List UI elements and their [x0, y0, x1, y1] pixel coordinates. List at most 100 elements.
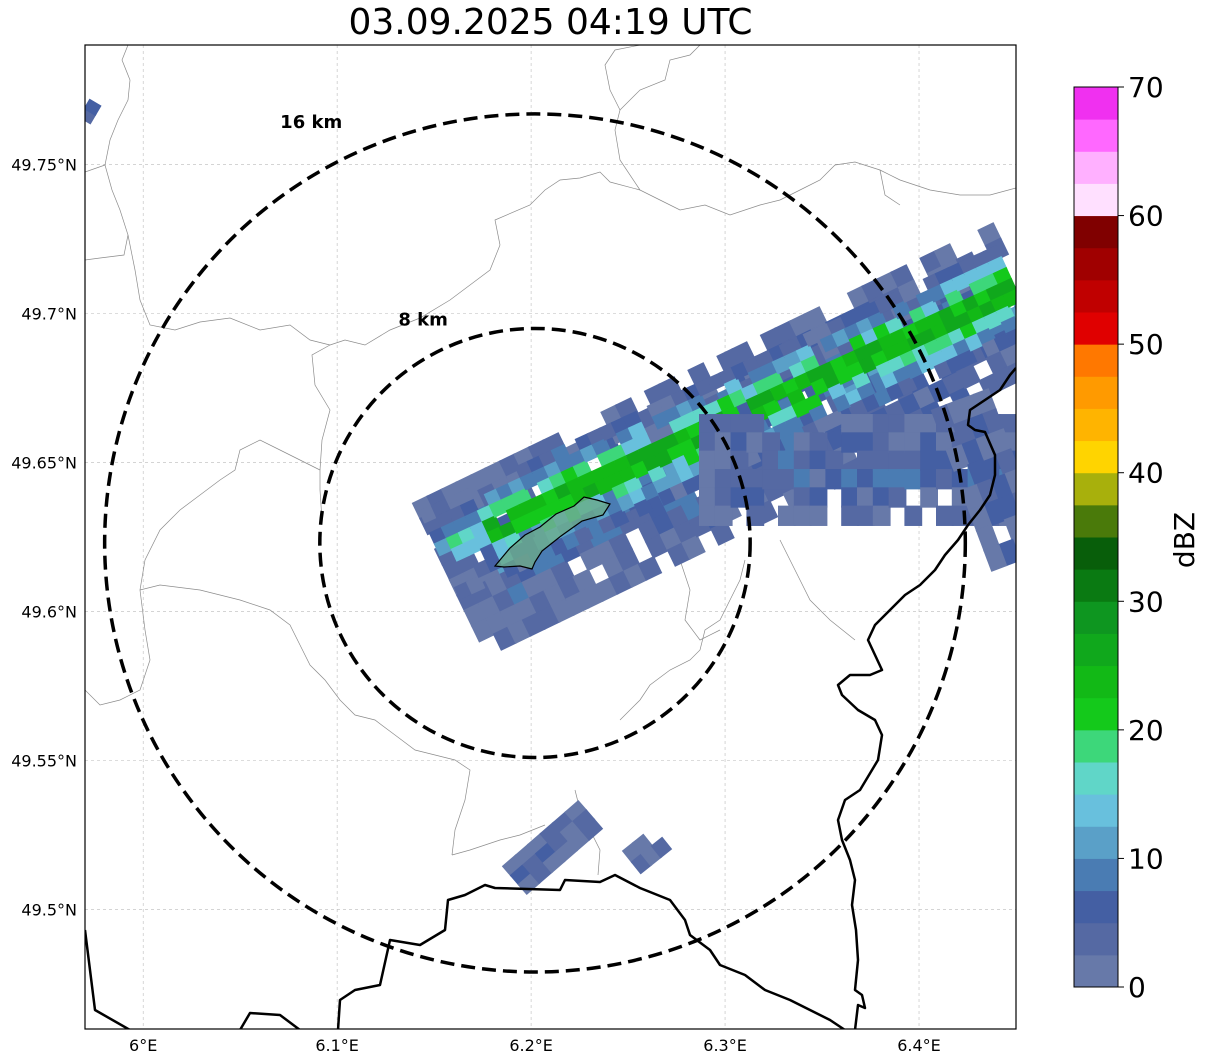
- radar-cell: [710, 520, 735, 546]
- range-rings: [102, 112, 968, 974]
- radar-cell: [825, 450, 844, 471]
- x-tick-label: 6.3°E: [703, 1036, 747, 1055]
- radar-cell: [573, 525, 594, 545]
- radar-cell: [999, 343, 1016, 369]
- radar-cell: [888, 469, 907, 490]
- radar-cell: [857, 450, 875, 471]
- radar-cell: [872, 469, 891, 490]
- radar-cell: [872, 432, 891, 453]
- range-ring-labels: 8 km 16 km: [280, 112, 448, 330]
- radar-cell: [762, 432, 780, 453]
- radar-cell: [983, 543, 1008, 572]
- colorbar-band: [1074, 794, 1118, 827]
- radar-cell: [809, 450, 828, 471]
- radar-cell: [681, 534, 706, 560]
- colorbar-bands: [1074, 87, 1118, 988]
- radar-cell: [793, 487, 812, 508]
- colorbar-band: [1074, 119, 1118, 152]
- admin-boundary-line: [779, 539, 856, 641]
- colorbar-band: [1074, 472, 1118, 506]
- radar-cell: [888, 487, 907, 508]
- admin-boundary-line: [85, 439, 323, 706]
- radar-cell: [825, 469, 844, 490]
- radar-cell: [714, 450, 733, 471]
- radar-cell: [580, 818, 604, 841]
- x-tick-label: 6°E: [129, 1036, 157, 1055]
- colorbar-band: [1074, 376, 1118, 409]
- country-border-line: [85, 929, 131, 1029]
- radar-cell: [640, 844, 663, 867]
- radar-cell: [714, 487, 733, 508]
- radar-cell: [730, 414, 749, 435]
- radar-cell: [872, 414, 891, 435]
- radar-cell: [637, 555, 663, 581]
- admin-boundary-line: [619, 45, 701, 111]
- radar-cell: [699, 487, 717, 508]
- radar-cell: [762, 450, 780, 471]
- radar-cell: [930, 403, 955, 432]
- colorbar-band: [1074, 729, 1118, 763]
- radar-cell: [825, 409, 846, 429]
- radar-cell: [793, 432, 812, 453]
- radar-cell: [975, 523, 1000, 552]
- admin-boundary-line: [329, 244, 501, 346]
- radar-cell: [1007, 358, 1016, 384]
- colorbar-band: [1074, 858, 1118, 892]
- radar-cell: [904, 432, 923, 453]
- colorbar-band: [1074, 762, 1118, 795]
- radar-cell: [872, 450, 891, 471]
- radar-cell: [650, 836, 673, 859]
- admin-boundary-line: [85, 164, 106, 173]
- colorbar-ticks: 0 10 20 30 40 50 60 70: [1118, 71, 1164, 1004]
- radar-cell: [936, 505, 954, 526]
- colorbar-band: [1074, 569, 1118, 602]
- colorbar-band: [1074, 601, 1118, 634]
- colorbar-band: [1074, 537, 1118, 570]
- colorbar-tick-label: 30: [1128, 585, 1164, 618]
- radar-cell: [633, 498, 654, 518]
- radar-cell: [888, 414, 907, 435]
- country-border-line: [239, 1011, 301, 1029]
- radar-cell: [891, 300, 912, 320]
- radar-cell: [564, 799, 588, 823]
- radar-cell: [904, 450, 923, 471]
- colorbar-band: [1074, 344, 1118, 377]
- radar-cell: [714, 469, 733, 490]
- radar-cell: [957, 348, 978, 369]
- colorbar-tick-label: 50: [1128, 328, 1164, 361]
- y-tick-label: 49.5°N: [21, 901, 77, 920]
- colorbar-band: [1074, 408, 1118, 442]
- radar-cell: [888, 432, 907, 453]
- radar-cell: [857, 414, 875, 435]
- radar-cell: [609, 509, 630, 529]
- y-tick-label: 49.55°N: [11, 752, 77, 771]
- country-border-line: [336, 873, 846, 1029]
- colorbar-tick-label: 60: [1128, 200, 1164, 233]
- y-tick-label: 49.75°N: [11, 155, 77, 174]
- admin-boundary-line: [139, 584, 471, 856]
- admin-boundary-line: [451, 824, 546, 856]
- radar-cell: [809, 469, 828, 490]
- radar-cell: [888, 450, 907, 471]
- admin-boundaries: [85, 45, 1016, 876]
- radar-cell: [841, 414, 859, 435]
- radar-cell: [920, 414, 938, 435]
- radar-cell: [746, 505, 765, 526]
- radar-cell: [841, 505, 859, 526]
- colorbar-band: [1074, 890, 1118, 924]
- colorbar-tick-label: 20: [1128, 714, 1164, 747]
- radar-cell: [85, 107, 97, 125]
- radar-cell: [809, 487, 828, 508]
- radar-cell: [968, 503, 993, 532]
- radar-cell: [857, 432, 875, 453]
- colorbar-band: [1074, 215, 1118, 249]
- admin-boundary-line: [604, 45, 641, 191]
- country-border: [85, 367, 1016, 1029]
- colorbar-band: [1074, 697, 1118, 731]
- radar-cell: [746, 432, 765, 453]
- map-frame: [84, 44, 1017, 1030]
- colorbar-band: [1074, 151, 1118, 184]
- radar-cell: [778, 469, 796, 490]
- radar-cell: [936, 432, 954, 453]
